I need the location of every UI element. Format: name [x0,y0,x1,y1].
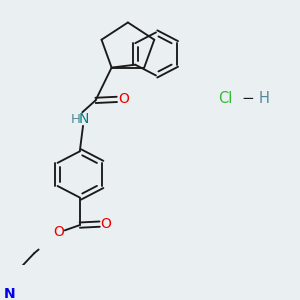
Text: N: N [79,112,89,126]
Text: H: H [71,113,81,126]
Text: −: − [241,91,254,106]
Text: Cl: Cl [218,91,233,106]
Text: O: O [118,92,129,106]
Text: N: N [4,286,15,300]
Text: O: O [53,226,64,239]
Text: H: H [258,91,269,106]
Text: O: O [100,217,112,231]
